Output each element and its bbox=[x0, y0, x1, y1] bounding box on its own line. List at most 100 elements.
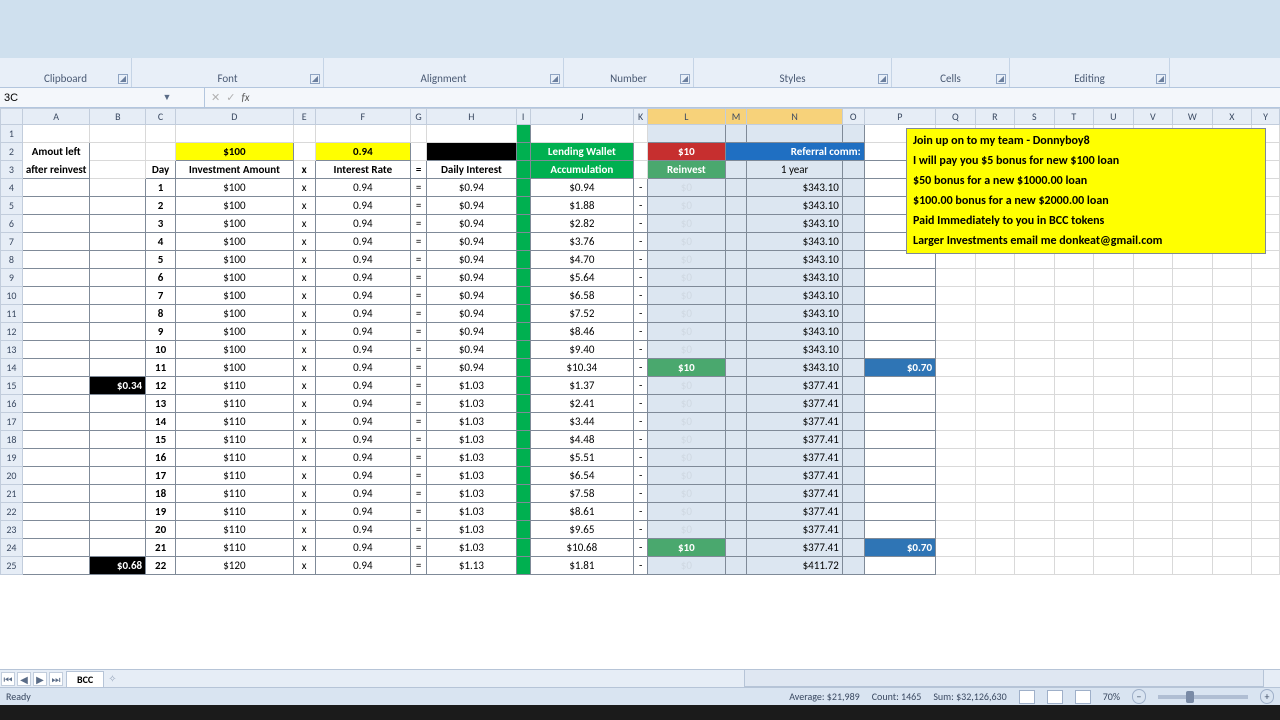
cell[interactable]: 1 bbox=[146, 179, 176, 197]
column-header[interactable]: M bbox=[725, 109, 747, 125]
cell[interactable] bbox=[864, 323, 935, 341]
cell[interactable] bbox=[1015, 521, 1055, 539]
cell[interactable] bbox=[1094, 485, 1134, 503]
cell[interactable] bbox=[725, 395, 747, 413]
cell[interactable]: 0.94 bbox=[315, 287, 411, 305]
row-header[interactable]: 23 bbox=[1, 521, 23, 539]
cell[interactable]: $0 bbox=[648, 179, 726, 197]
cell[interactable] bbox=[90, 287, 146, 305]
cell[interactable] bbox=[1252, 359, 1280, 377]
cell[interactable] bbox=[1173, 395, 1213, 413]
cell[interactable]: Amout left bbox=[22, 143, 90, 161]
cell[interactable] bbox=[516, 305, 530, 323]
cell[interactable] bbox=[22, 467, 90, 485]
cell[interactable] bbox=[936, 413, 976, 431]
cell[interactable] bbox=[1094, 431, 1134, 449]
cell[interactable] bbox=[1173, 305, 1213, 323]
cell[interactable]: - bbox=[634, 341, 648, 359]
cell[interactable] bbox=[1173, 341, 1213, 359]
cell[interactable]: $3.44 bbox=[530, 413, 634, 431]
cell[interactable]: $10.34 bbox=[530, 359, 634, 377]
cell[interactable] bbox=[1015, 503, 1055, 521]
cell[interactable] bbox=[842, 467, 864, 485]
cell[interactable]: = bbox=[411, 467, 427, 485]
cell[interactable] bbox=[975, 485, 1015, 503]
cell[interactable] bbox=[842, 161, 864, 179]
cell[interactable] bbox=[1133, 341, 1173, 359]
cell[interactable]: - bbox=[634, 485, 648, 503]
cell[interactable]: 0.94 bbox=[315, 143, 411, 161]
cell[interactable] bbox=[1094, 413, 1134, 431]
row-header[interactable]: 22 bbox=[1, 503, 23, 521]
cell[interactable] bbox=[1252, 503, 1280, 521]
cell[interactable] bbox=[1133, 521, 1173, 539]
cell[interactable]: $100 bbox=[176, 269, 294, 287]
cell[interactable] bbox=[1054, 557, 1094, 575]
cell[interactable] bbox=[1094, 539, 1134, 557]
cell[interactable] bbox=[936, 305, 976, 323]
cell[interactable] bbox=[1054, 521, 1094, 539]
cell[interactable] bbox=[1133, 377, 1173, 395]
cell[interactable] bbox=[1173, 431, 1213, 449]
cell[interactable] bbox=[1212, 287, 1252, 305]
cell[interactable]: $0 bbox=[648, 557, 726, 575]
cell[interactable] bbox=[1212, 377, 1252, 395]
cell[interactable]: = bbox=[411, 449, 427, 467]
cell[interactable] bbox=[864, 305, 935, 323]
cell[interactable] bbox=[516, 233, 530, 251]
cell[interactable] bbox=[725, 503, 747, 521]
cell[interactable]: x bbox=[293, 233, 315, 251]
cell[interactable] bbox=[22, 377, 90, 395]
cell[interactable]: $343.10 bbox=[747, 251, 842, 269]
cell[interactable]: $377.41 bbox=[747, 413, 842, 431]
cell[interactable] bbox=[90, 305, 146, 323]
cell[interactable] bbox=[936, 377, 976, 395]
cell[interactable]: - bbox=[634, 179, 648, 197]
cell[interactable] bbox=[842, 233, 864, 251]
cell[interactable] bbox=[864, 467, 935, 485]
cell[interactable] bbox=[1173, 323, 1213, 341]
cell[interactable]: 18 bbox=[146, 485, 176, 503]
cell[interactable] bbox=[936, 359, 976, 377]
cell[interactable]: $1.03 bbox=[427, 377, 517, 395]
cell[interactable] bbox=[90, 503, 146, 521]
cell[interactable]: $0 bbox=[648, 503, 726, 521]
cell[interactable] bbox=[975, 359, 1015, 377]
row-header[interactable]: 16 bbox=[1, 395, 23, 413]
cell[interactable]: - bbox=[634, 449, 648, 467]
cell[interactable]: $0.94 bbox=[427, 323, 517, 341]
cell[interactable]: $1.03 bbox=[427, 449, 517, 467]
cell[interactable] bbox=[1252, 323, 1280, 341]
cell[interactable]: - bbox=[634, 557, 648, 575]
cell[interactable] bbox=[516, 179, 530, 197]
horizontal-scrollbar[interactable] bbox=[744, 669, 1264, 687]
row-header[interactable]: 13 bbox=[1, 341, 23, 359]
cell[interactable] bbox=[1094, 341, 1134, 359]
select-all-corner[interactable] bbox=[1, 109, 23, 125]
cell[interactable]: 6 bbox=[146, 269, 176, 287]
cell[interactable]: 0.94 bbox=[315, 359, 411, 377]
cell[interactable]: - bbox=[634, 269, 648, 287]
cell[interactable] bbox=[22, 557, 90, 575]
cell[interactable]: $1.03 bbox=[427, 539, 517, 557]
column-header[interactable]: D bbox=[176, 109, 294, 125]
cell[interactable]: 0.94 bbox=[315, 251, 411, 269]
cell[interactable]: $0 bbox=[648, 377, 726, 395]
cell[interactable] bbox=[176, 125, 294, 143]
cell[interactable]: $343.10 bbox=[747, 341, 842, 359]
cell[interactable] bbox=[1015, 341, 1055, 359]
cell[interactable]: = bbox=[411, 215, 427, 233]
cell[interactable]: $377.41 bbox=[747, 431, 842, 449]
cell[interactable] bbox=[90, 269, 146, 287]
cell[interactable] bbox=[516, 413, 530, 431]
cell[interactable]: $1.37 bbox=[530, 377, 634, 395]
tab-nav-next-icon[interactable]: ▶ bbox=[33, 672, 47, 686]
column-header[interactable]: I bbox=[516, 109, 530, 125]
cell[interactable] bbox=[516, 557, 530, 575]
cell[interactable]: $6.58 bbox=[530, 287, 634, 305]
cell[interactable] bbox=[516, 143, 530, 161]
cell[interactable]: $0 bbox=[648, 431, 726, 449]
cell[interactable] bbox=[1015, 449, 1055, 467]
cell[interactable] bbox=[1133, 467, 1173, 485]
cell[interactable] bbox=[90, 359, 146, 377]
